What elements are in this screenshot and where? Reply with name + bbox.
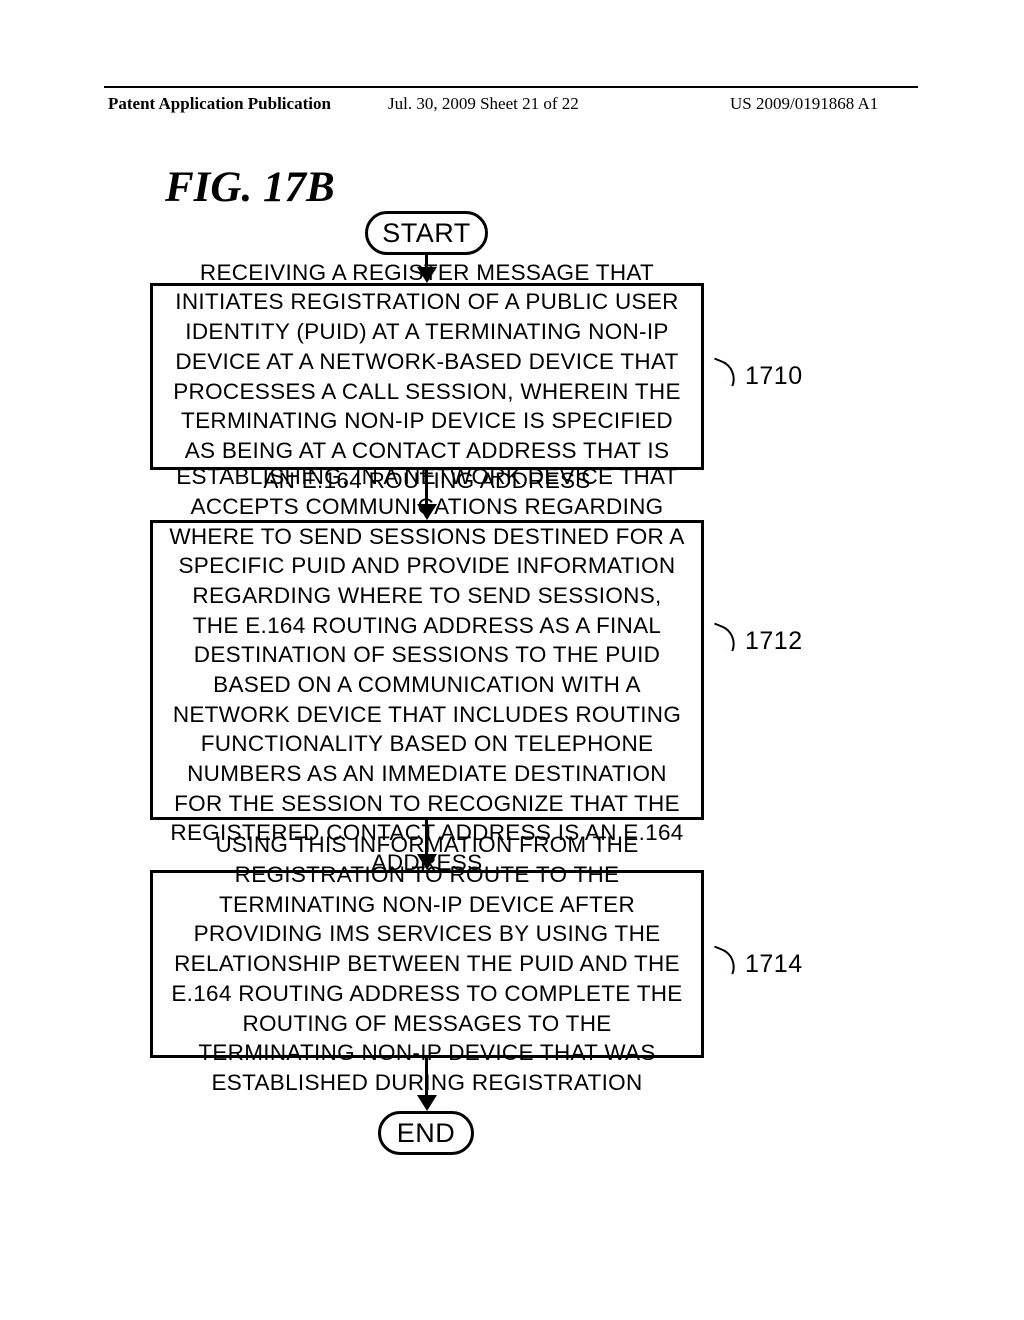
header-center: Jul. 30, 2009 Sheet 21 of 22 [388, 94, 579, 114]
process-1712-text: ESTABLISHING, IN A NETWORK DEVICE THAT A… [167, 462, 687, 878]
ref-1714: 1714 [745, 950, 803, 979]
figure-label: FIG. 17B [165, 163, 335, 212]
header-right: US 2009/0191868 A1 [730, 94, 878, 114]
terminator-end: END [378, 1111, 474, 1155]
terminator-start: START [365, 211, 488, 255]
leader-line-1712 [707, 622, 740, 651]
arrow-head-0 [417, 267, 437, 283]
process-1710-text: RECEIVING A REGISTER MESSAGE THAT INITIA… [167, 258, 687, 496]
terminator-end-text: END [397, 1118, 456, 1149]
header-left: Patent Application Publication [108, 94, 331, 114]
ref-1712: 1712 [745, 627, 803, 656]
leader-line-1714 [707, 945, 740, 974]
leader-line-1710 [707, 357, 740, 386]
arrow-line-3 [425, 1058, 428, 1097]
arrow-line-2 [425, 820, 428, 856]
header-rule [104, 86, 918, 88]
ref-1710: 1710 [745, 362, 803, 391]
page: Patent Application Publication Jul. 30, … [0, 0, 1024, 1320]
process-1712: ESTABLISHING, IN A NETWORK DEVICE THAT A… [150, 520, 704, 820]
arrow-head-2 [417, 854, 437, 870]
arrow-head-1 [417, 504, 437, 520]
terminator-start-text: START [382, 218, 471, 249]
process-1710: RECEIVING A REGISTER MESSAGE THAT INITIA… [150, 283, 704, 470]
arrow-line-1 [425, 470, 428, 506]
process-1714: USING THIS INFORMATION FROM THE REGISTRA… [150, 870, 704, 1058]
arrow-head-3 [417, 1095, 437, 1111]
